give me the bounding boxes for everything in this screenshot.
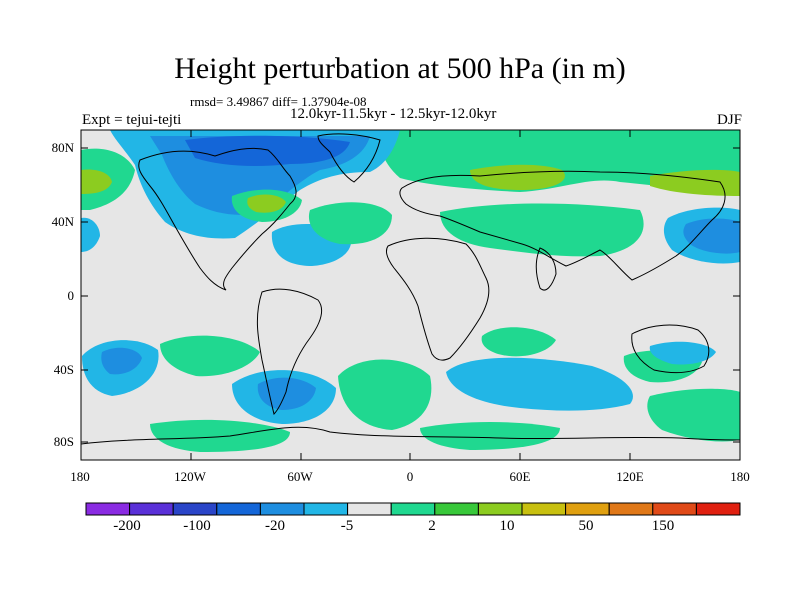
colorbar-box: [521, 502, 567, 516]
contour-green-europe: [308, 202, 392, 245]
contour-light-blue-west-edge: [81, 217, 100, 252]
coastline-australia: [631, 324, 710, 374]
colorbar-box: [608, 502, 654, 516]
colorbar-label: -20: [265, 518, 285, 534]
coastlines: [81, 133, 740, 445]
lat-label-0: 0: [67, 288, 75, 303]
contour-dark-blue-canada: [185, 135, 350, 166]
contour-mid-blue-drake: [257, 377, 316, 410]
colorbar-box: [259, 502, 305, 516]
colorbar-label: 2: [428, 518, 436, 534]
colorbar-label: -200: [113, 518, 141, 534]
colorbar-box: [216, 502, 261, 516]
coastline-africa: [385, 237, 490, 361]
colorbar-box: [129, 502, 174, 516]
contour-yellow-green-west: [81, 169, 112, 194]
colorbar-label: 50: [578, 518, 594, 534]
rmsd-diff-stats: rmsd= 3.49867 diff= 1.37904e-08: [190, 94, 367, 109]
coastline-south-america: [256, 288, 323, 415]
lat-label-80s: 80S: [53, 434, 74, 449]
colorbar-box: [85, 502, 131, 516]
contour-fills: [81, 130, 740, 452]
lon-label-0: 0: [406, 469, 414, 484]
lon-label-60w: 60W: [287, 469, 313, 484]
lat-label-40s: 40S: [53, 362, 74, 377]
contour-green-asia: [440, 203, 644, 257]
colorbar-label: 10: [499, 518, 515, 534]
contour-green-south-atlantic: [338, 359, 432, 430]
lon-label-180w: 180: [70, 469, 90, 484]
contour-green-arctic: [379, 130, 740, 196]
map-ticks: [81, 130, 740, 460]
colorbar-box: [652, 502, 697, 516]
contour-green-southern-ocean: [647, 388, 740, 442]
coastline-north-america: [138, 147, 297, 291]
colorbar-label: -5: [340, 518, 354, 534]
contour-light-blue-south-indian: [446, 357, 633, 411]
colorbar-box: [347, 502, 392, 516]
colorbar-box: [434, 502, 479, 516]
coastline-greenland: [317, 133, 381, 183]
contour-light-blue-australia: [649, 341, 716, 365]
map-title: Height perturbation at 500 hPa (in m): [174, 52, 626, 85]
colorbar-label: -100: [183, 518, 211, 534]
lon-label-180e: 180: [730, 469, 750, 484]
contour-green-south-indian: [481, 327, 556, 357]
coastline-europe-asia: [399, 170, 726, 281]
contour-green-south-pacific: [160, 335, 260, 377]
lon-label-60e: 60E: [509, 469, 531, 484]
lat-label-80n: 80N: [51, 140, 74, 155]
colorbar-box: [477, 502, 523, 516]
contour-yellow-green-eurasia: [470, 164, 565, 190]
colorbar-box: [303, 502, 349, 516]
contour-green-antarctica-east: [420, 422, 560, 450]
season-label: DJF: [716, 112, 742, 128]
experiment-label: Expt = tejui-tejti: [82, 112, 182, 128]
lon-label-120w: 120W: [174, 469, 206, 484]
colorbar-box: [390, 502, 436, 516]
contour-mid-blue-north-pacific: [683, 218, 740, 254]
contour-mid-blue-south-pacific: [101, 347, 142, 375]
lon-label-120e: 120E: [616, 469, 644, 484]
colorbar-box: [172, 502, 218, 516]
colorbar: [85, 502, 741, 516]
period-label: 12.0kyr-11.5kyr - 12.5kyr-12.0kyr: [290, 106, 497, 122]
lat-label-40n: 40N: [51, 214, 74, 229]
colorbar-box: [695, 502, 741, 516]
colorbar-label: 150: [651, 518, 675, 534]
coastline-india: [535, 247, 557, 291]
colorbar-box: [565, 502, 610, 516]
contour-green-antarctica-west: [150, 419, 290, 452]
contour-yellow-green-us-east: [247, 194, 286, 213]
coastline-antarctica: [81, 426, 740, 445]
